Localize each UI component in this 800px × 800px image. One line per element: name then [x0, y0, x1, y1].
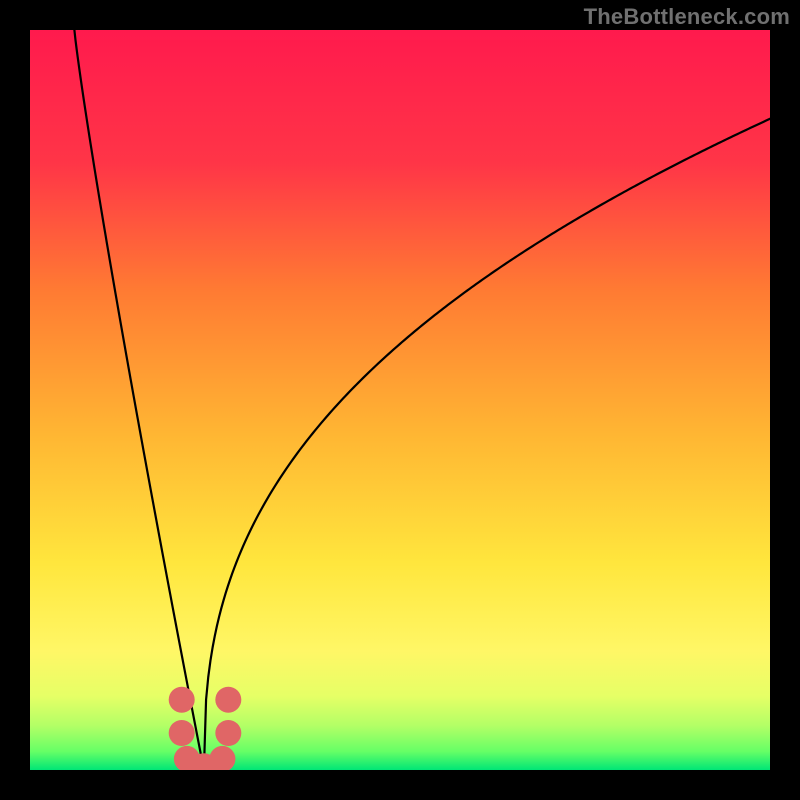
chart-frame: TheBottleneck.com	[0, 0, 800, 800]
data-marker	[169, 687, 195, 713]
plot-area	[30, 30, 770, 770]
data-marker	[169, 720, 195, 746]
watermark-text: TheBottleneck.com	[584, 4, 790, 30]
plot-svg	[30, 30, 770, 770]
gradient-background	[30, 30, 770, 770]
data-marker	[215, 720, 241, 746]
data-marker	[215, 687, 241, 713]
